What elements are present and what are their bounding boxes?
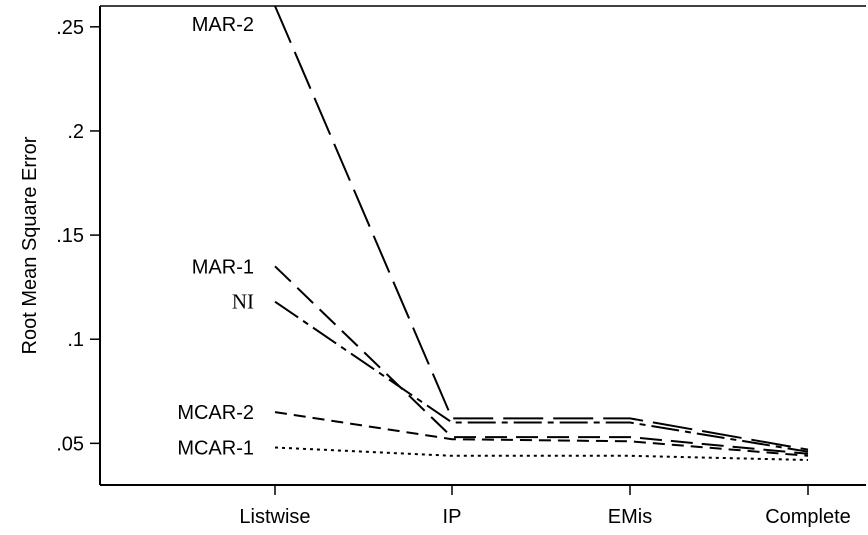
y-tick-label: .05 (56, 433, 84, 455)
series-labels: MAR-2 MAR-1 NI MCAR-2 MCAR-1 (177, 14, 254, 460)
y-axis-title: Root Mean Square Error (19, 136, 41, 354)
series-label-mar-2: MAR-2 (192, 14, 254, 36)
series-label-mcar-1: MCAR-1 (177, 438, 254, 460)
series-label-mar-1: MAR-1 (192, 256, 254, 278)
series-line-mcar-2 (274, 411, 809, 457)
y-tick-label: .25 (56, 17, 84, 39)
y-tick-label: .2 (67, 121, 84, 143)
y-axis-ticks: .05 .1 .15 .2 .25 (56, 17, 100, 455)
series-line-ni (274, 300, 809, 453)
series-line-mcar-1 (274, 446, 809, 461)
y-tick-label: .1 (67, 329, 84, 351)
x-axis-ticks: Listwise IP EMis Complete (239, 485, 851, 528)
x-tick-label: IP (443, 506, 462, 528)
series-label-ni: NI (232, 290, 254, 314)
axes (99, 5, 866, 486)
series-lines (274, 5, 809, 461)
x-tick-label: Listwise (239, 506, 310, 528)
series-label-mcar-2: MCAR-2 (177, 402, 254, 424)
x-tick-label: EMis (608, 506, 652, 528)
x-tick-label: Complete (765, 506, 851, 528)
y-tick-label: .15 (56, 225, 84, 247)
series-line-mar-1 (274, 265, 809, 455)
series-line-mar-2 (274, 5, 809, 451)
